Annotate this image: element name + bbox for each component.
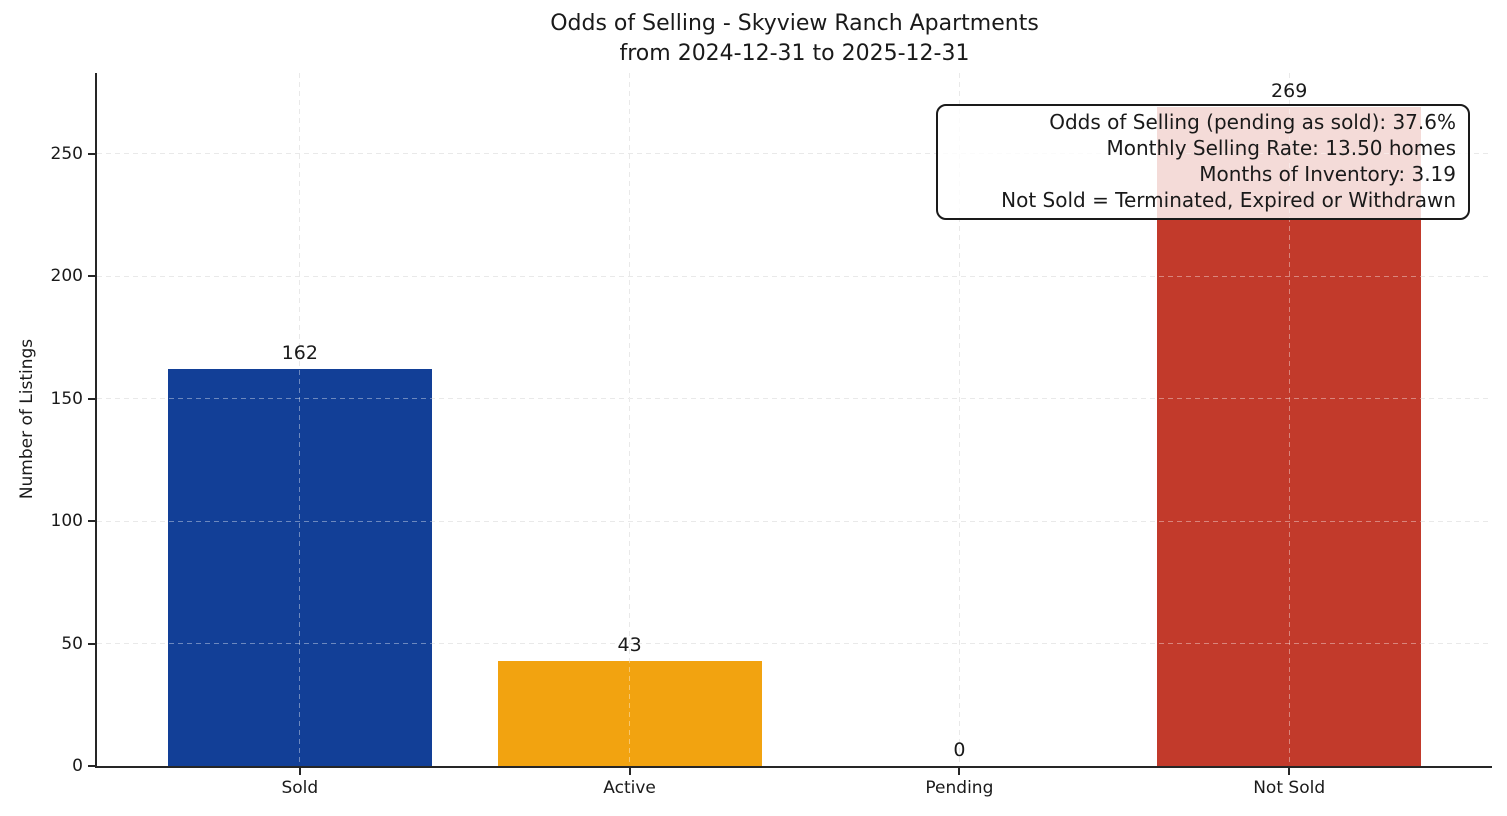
gridline-vertical-overlay: [958, 73, 960, 766]
x-tick-mark: [628, 768, 631, 775]
gridline-horizontal: [97, 643, 1492, 645]
y-tick-label-150: 150: [50, 388, 83, 409]
x-tick-label-pending: Pending: [925, 778, 994, 798]
y-tick-label-100: 100: [50, 511, 83, 532]
value-label-active: 43: [617, 633, 642, 656]
annotation-line-inventory: Months of Inventory: 3.19: [1199, 162, 1456, 186]
value-label-sold: 162: [281, 342, 318, 365]
gridline-horizontal-overlay: [97, 275, 1492, 277]
gridline-horizontal-overlay: [97, 398, 1492, 400]
annotation-line-notsold: Not Sold = Terminated, Expired or Withdr…: [1001, 188, 1456, 212]
y-tick-mark: [88, 397, 95, 400]
y-tick-mark: [88, 520, 95, 523]
gridline-horizontal-overlay: [97, 520, 1492, 522]
gridline-horizontal: [97, 153, 1492, 155]
y-tick-label-200: 200: [50, 266, 83, 287]
y-tick-label-250: 250: [50, 143, 83, 164]
gridline-vertical: [629, 73, 631, 766]
chart-subtitle: from 2024-12-31 to 2025-12-31: [619, 41, 970, 66]
annotation-line-rate: Monthly Selling Rate: 13.50 homes: [1106, 136, 1456, 160]
y-axis-line: [95, 73, 97, 766]
x-tick-label-not-sold: Not Sold: [1253, 778, 1326, 798]
value-label-not-sold: 269: [1271, 80, 1308, 103]
annotation-box: Odds of Selling (pending as sold): 37.6%…: [936, 104, 1470, 220]
x-axis-line: [95, 766, 1492, 768]
y-tick-mark: [88, 275, 95, 278]
gridline-vertical-overlay: [1288, 73, 1290, 766]
y-axis-label: Number of Listings: [17, 338, 37, 500]
y-tick-mark: [88, 642, 95, 645]
gridline-horizontal-overlay: [97, 643, 1492, 645]
gridline-horizontal: [97, 275, 1492, 277]
gridline-vertical-overlay: [629, 73, 631, 766]
x-tick-label-active: Active: [603, 778, 656, 798]
y-tick-label-0: 0: [72, 756, 83, 776]
x-tick-mark: [958, 768, 961, 775]
value-label-pending: 0: [953, 739, 966, 761]
bar-sold: [167, 369, 432, 766]
bar-active: [497, 660, 762, 766]
y-tick-mark: [88, 152, 95, 155]
y-tick-label-50: 50: [61, 633, 83, 654]
chart-title: Odds of Selling - Skyview Ranch Apartmen…: [550, 11, 1039, 36]
y-tick-mark: [88, 765, 95, 767]
annotation-line-odds: Odds of Selling (pending as sold): 37.6%: [1049, 110, 1456, 134]
gridline-vertical: [958, 73, 960, 766]
gridline-vertical-overlay: [299, 73, 301, 766]
gridline-horizontal: [97, 398, 1492, 400]
x-tick-mark: [298, 768, 301, 775]
x-tick-label-sold: Sold: [281, 778, 319, 798]
gridline-horizontal: [97, 520, 1492, 522]
x-tick-mark: [1288, 768, 1291, 775]
gridline-horizontal-overlay: [97, 153, 1492, 155]
